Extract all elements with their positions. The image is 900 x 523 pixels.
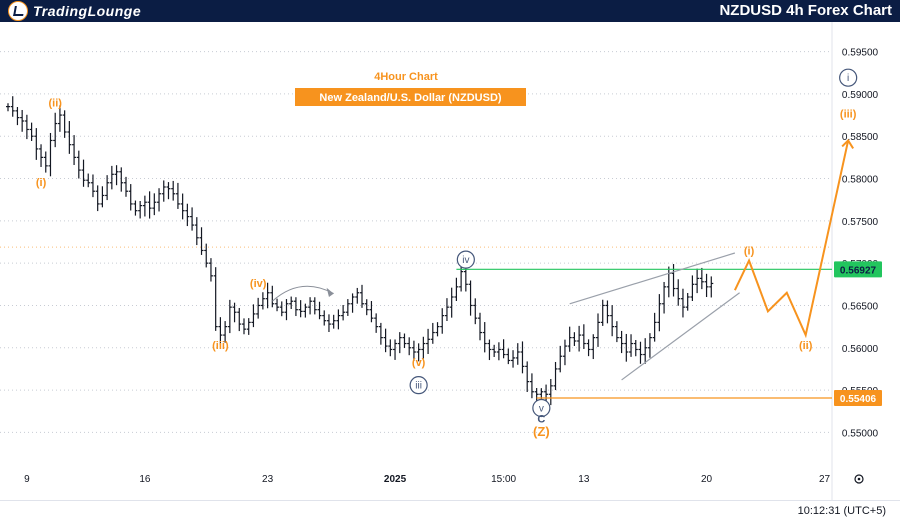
wave-label: (Z) [533,424,550,439]
wave-label: v [539,404,544,415]
y-tick-label: 0.59000 [842,90,879,101]
projection-curve-arrow [271,285,334,302]
clock-readout: 10:12:31 (UTC+5) [797,505,886,517]
price-level-badge [834,390,882,407]
projection-arrow-head [841,138,855,149]
price-level-label: 0.55406 [840,394,877,405]
wave-label: (iii) [840,109,857,121]
y-tick-label: 0.58500 [842,132,879,143]
wave-label-circle [532,398,551,418]
plot-area[interactable]: 0.595000.590000.585000.580000.575000.570… [0,22,900,500]
logo-icon [8,1,28,21]
timeframe-label: 4Hour Chart [374,71,438,83]
brand-logo: TradingLounge [8,1,141,21]
wedge-lower-line [621,292,740,381]
footer-bar: 10:12:31 (UTC+5) [0,500,900,523]
wave-label: (i) [744,246,755,258]
y-tick-label: 0.56000 [842,344,879,355]
x-tick-label: 23 [262,474,274,485]
wedge-upper-line [569,252,736,305]
y-tick-label: 0.55000 [842,428,879,439]
settings-icon[interactable] [854,474,864,484]
wave-label: iii [415,381,422,392]
wave-label: iv [462,255,469,266]
y-tick-label: 0.58000 [842,175,879,186]
instrument-label: New Zealand/U.S. Dollar (NZDUSD) [319,92,501,104]
curve-arrow-head [326,287,334,297]
wave-label: (ii) [48,98,62,110]
wave-label: i [847,73,849,84]
wave-label: (v) [412,357,426,369]
wave-label: (iv) [250,278,267,290]
x-tick-label: 2025 [384,474,407,485]
instrument-badge [295,88,526,106]
wave-label: (i) [36,177,47,189]
y-tick-label: 0.56500 [842,301,879,312]
x-tick-label: 27 [819,474,831,485]
chart-title: NZDUSD 4h Forex Chart [719,2,892,19]
x-tick-label: 15:00 [491,474,516,485]
wave-label-circle [839,68,858,87]
x-tick-label: 9 [24,474,30,485]
x-tick-label: 20 [701,474,713,485]
y-tick-label: 0.57500 [842,217,879,228]
x-tick-label: 16 [139,474,151,485]
header-bar: TradingLounge NZDUSD 4h Forex Chart [0,0,900,22]
brand-name: TradingLounge [33,3,142,19]
x-tick-label: 13 [578,474,590,485]
y-tick-label: 0.59500 [842,48,879,59]
wave-label: C [537,414,545,426]
wave-label-circle [409,376,428,395]
wave-label: (ii) [799,340,813,352]
price-level-badge [834,261,882,278]
price-chart: 0.595000.590000.585000.580000.575000.570… [0,22,882,500]
wave-label: (iii) [212,340,229,352]
projection-path [733,140,850,339]
wave-label-circle [456,250,475,269]
settings-icon-center [857,477,861,481]
price-level-label: 0.56927 [840,265,877,276]
